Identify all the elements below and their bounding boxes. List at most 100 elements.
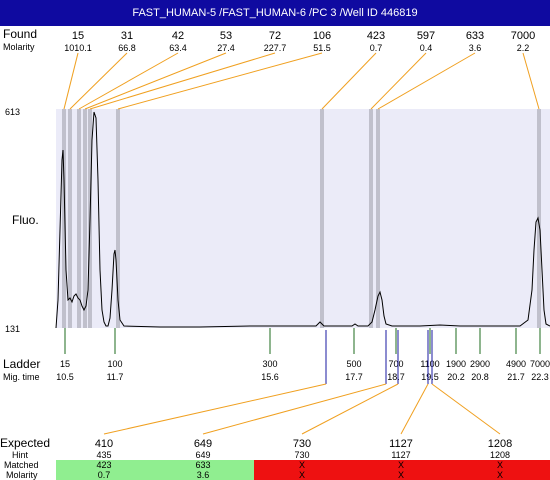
expected-size: 730	[293, 438, 311, 450]
found-connector	[69, 52, 128, 110]
peak-band	[369, 109, 373, 328]
peak-band	[77, 109, 81, 328]
matched-molarity: 0.7	[98, 470, 111, 480]
peak-band	[537, 109, 541, 328]
found-size: 597	[417, 30, 435, 42]
expected-size: 1208	[488, 438, 512, 450]
ladder-size: 700	[388, 359, 403, 369]
matched-molarity: X	[497, 470, 503, 480]
found-connector	[78, 52, 179, 110]
expected-size: 649	[194, 438, 212, 450]
found-molarity: 2.2	[517, 43, 530, 53]
matched-value: 633	[195, 460, 210, 470]
expected-connector	[202, 383, 387, 435]
found-connector	[321, 52, 377, 110]
ladder-time: 11.7	[107, 372, 124, 382]
ladder-labels: 15 10.5 100 11.7 300 15.6 500 17.7 700 18.7 1100 19…	[56, 359, 550, 382]
molarity-bottom-label: Molarity	[6, 470, 38, 480]
found-connector-lines	[63, 52, 540, 110]
found-connector	[522, 52, 540, 110]
expected-hint: 649	[195, 450, 210, 460]
ladder-time: 20.8	[471, 372, 489, 382]
found-connector	[377, 52, 476, 110]
found-size: 106	[313, 30, 331, 42]
found-molarity: 3.6	[469, 43, 482, 53]
hint-label: Hint	[12, 450, 29, 460]
title-bar: FAST_HUMAN-5 /FAST_HUMAN-6 /PC 3 /Well I…	[0, 0, 550, 26]
found-size: 633	[466, 30, 484, 42]
found-connector	[117, 52, 323, 110]
peak-band	[116, 109, 120, 328]
ladder-size: 15	[60, 359, 70, 369]
peak-band	[320, 109, 324, 328]
matched-value: 423	[96, 460, 111, 470]
found-size: 15	[72, 30, 84, 42]
ladder-size: 2900	[470, 359, 490, 369]
ladder-size: 4900	[506, 359, 526, 369]
expected-label: Expected	[0, 436, 50, 450]
found-connector	[89, 52, 276, 110]
found-size: 31	[121, 30, 133, 42]
expected-hint: 730	[294, 450, 309, 460]
ladder-time: 10.5	[56, 372, 74, 382]
window-title: FAST_HUMAN-5 /FAST_HUMAN-6 /PC 3 /Well I…	[132, 7, 418, 19]
found-molarity: 0.7	[370, 43, 383, 53]
found-molarity: 63.4	[169, 43, 187, 53]
expected-connector	[431, 383, 501, 435]
ladder-size: 300	[262, 359, 277, 369]
expected-hint: 1127	[391, 450, 410, 460]
missed-status-bar	[254, 460, 550, 480]
peak-band	[83, 109, 87, 328]
found-connector	[84, 52, 227, 110]
ladder-time: 22.3	[531, 372, 549, 382]
molarity-label: Molarity	[3, 42, 35, 52]
ladder-size: 1900	[446, 359, 466, 369]
expected-size: 1127	[389, 438, 413, 450]
found-size: 53	[220, 30, 232, 42]
found-molarity: 1010.1	[64, 43, 92, 53]
found-molarity: 27.4	[217, 43, 235, 53]
expected-hint: 435	[96, 450, 111, 460]
y-axis-max: 613	[5, 107, 20, 117]
expected-size: 410	[95, 438, 113, 450]
ladder-time: 17.7	[345, 372, 363, 382]
ladder-label: Ladder	[3, 357, 40, 371]
found-size: 42	[172, 30, 184, 42]
found-size: 7000	[511, 30, 535, 42]
matched-molarity: X	[299, 470, 305, 480]
ladder-time: 18.7	[387, 372, 405, 382]
found-size: 423	[367, 30, 385, 42]
ladder-time: 19.5	[421, 372, 439, 382]
ladder-size: 1100	[420, 359, 439, 369]
ladder-size: 500	[346, 359, 361, 369]
peak-band	[62, 109, 66, 328]
found-molarity: 227.7	[264, 43, 287, 53]
matched-value: X	[497, 460, 503, 470]
found-size: 72	[269, 30, 281, 42]
expected-hint: 1208	[490, 450, 510, 460]
found-molarity: 66.8	[118, 43, 136, 53]
ladder-size: 7000	[530, 359, 550, 369]
found-molarity: 51.5	[313, 43, 331, 53]
fluorescence-trace	[55, 111, 550, 329]
matched-molarity: X	[398, 470, 404, 480]
found-label: Found	[3, 27, 37, 41]
ladder-time: 20.2	[447, 372, 465, 382]
peak-band	[376, 109, 380, 328]
matched-status-bar	[56, 460, 254, 480]
found-connector	[63, 52, 79, 110]
ladder-ticks	[64, 328, 541, 354]
fluo-label: Fluo.	[12, 213, 39, 227]
found-molarity: 0.4	[420, 43, 433, 53]
matched-molarity: 3.6	[197, 470, 210, 480]
matched-value: X	[299, 460, 305, 470]
ladder-time: 21.7	[507, 372, 525, 382]
ladder-time: 15.6	[261, 372, 279, 382]
expected-connector	[103, 383, 327, 435]
expected-connector-lines	[103, 330, 501, 435]
ladder-size: 100	[107, 359, 122, 369]
matched-label: Matched	[4, 460, 39, 470]
